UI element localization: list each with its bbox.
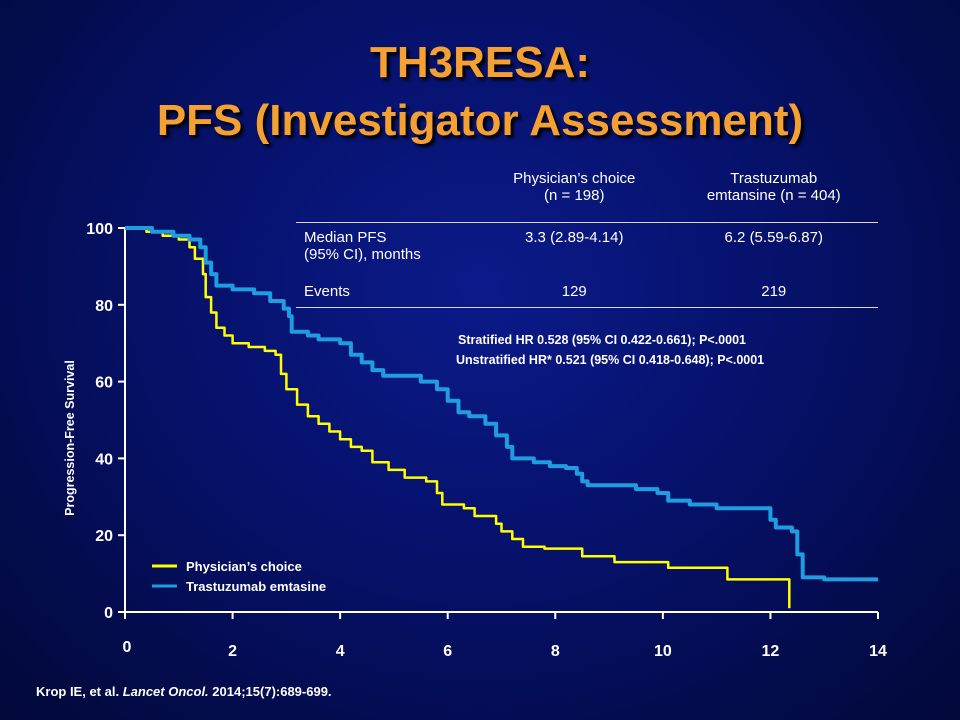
table-row: Median PFS (95% CI), months 3.3 (2.89-4.…	[296, 222, 878, 281]
row1-col2: 6.2 (5.59-6.87)	[669, 222, 878, 281]
x-tick-label: 2	[228, 643, 237, 660]
row1-label-line1: Median PFS	[304, 229, 387, 246]
slide-title-line2: PFS (Investigator Assessment)	[156, 96, 804, 145]
row1-label-line2: (95% CI), months	[304, 246, 421, 263]
x-tick-label: 12	[762, 643, 780, 660]
stratified-hr-text: Stratified HR 0.528 (95% CI 0.422-0.661)…	[458, 333, 746, 347]
row1-col1: 3.3 (2.89-4.14)	[479, 222, 670, 281]
col1-header-line2: (n = 198)	[544, 187, 605, 204]
col1-header-line1: Physician’s choice	[513, 170, 636, 187]
row2-label: Events	[296, 281, 479, 308]
row1-label: Median PFS (95% CI), months	[296, 222, 479, 281]
col2-header: Trastuzumab emtansine (n = 404)	[670, 166, 878, 223]
citation-ref: 2014;15(7):689-699.	[212, 684, 332, 699]
y-tick-label: 40	[95, 451, 113, 468]
y-tick-label: 100	[86, 221, 113, 238]
row2-col2: 219	[669, 281, 878, 308]
col2-header-line2: emtansine (n = 404)	[706, 187, 841, 204]
x-tick-label: 4	[336, 643, 345, 660]
x-tick-label: 10	[654, 643, 672, 660]
unstratified-hr-text: Unstratified HR* 0.521 (95% CI 0.418-0.6…	[456, 353, 765, 367]
y-tick-label: 80	[95, 298, 113, 315]
x-tick-label: 0	[123, 639, 132, 656]
citation: Krop IE, et al. Lancet Oncol. 2014;15(7)…	[36, 684, 332, 699]
x-tick-label: 6	[443, 643, 452, 660]
col2-header-line1: Trastuzumab	[730, 170, 818, 187]
citation-authors: Krop IE, et al.	[36, 684, 120, 699]
y-tick-label: 0	[104, 605, 113, 622]
col1-header: Physician’s choice (n = 198)	[479, 166, 670, 223]
series-line-trastuzumab-emtasine	[125, 226, 878, 582]
x-tick-label: 8	[551, 643, 560, 660]
row2-col1: 129	[479, 281, 670, 308]
y-axis-label: Progression-Free Survival	[63, 360, 77, 516]
table-header-row: Physician’s choice (n = 198) Trastuzumab…	[296, 166, 878, 223]
legend-label: Trastuzumab emtasine	[186, 579, 326, 594]
summary-table: Physician’s choice (n = 198) Trastuzumab…	[296, 166, 878, 308]
slide-title-line1: TH3RESA:	[369, 38, 591, 87]
legend-label: Physician’s choice	[186, 559, 302, 574]
x-tick-label: 14	[869, 643, 887, 660]
y-tick-label: 60	[95, 375, 113, 392]
citation-journal: Lancet Oncol.	[122, 684, 209, 699]
series-line-physicians-choice	[125, 226, 791, 609]
y-tick-label: 20	[95, 528, 113, 545]
table-row: Events 129 219	[296, 281, 878, 308]
